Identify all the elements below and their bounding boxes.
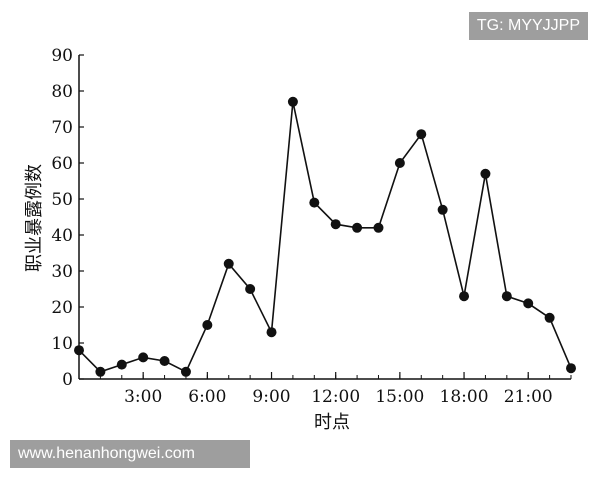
data-point <box>373 222 384 233</box>
data-point <box>287 96 298 107</box>
data-point <box>394 158 405 168</box>
y-tick-label: 90 <box>51 46 73 66</box>
data-point <box>245 284 256 294</box>
data-point <box>95 366 106 377</box>
x-tick-label: 3:00 <box>124 387 162 407</box>
data-point <box>309 197 320 208</box>
data-point <box>138 352 149 363</box>
data-point <box>116 359 127 370</box>
ticks: 0 10 20 30 40 50 60 70 80 90 3:00 6:00 9:00 12:00 15:0… <box>51 46 572 407</box>
watermark-top-right: TG: MYYJJPP <box>468 12 588 40</box>
x-tick-label: 12:00 <box>311 387 360 407</box>
data-point <box>480 168 491 179</box>
x-tick-label: 15:00 <box>375 387 424 407</box>
y-tick-label: 20 <box>51 298 73 318</box>
x-axis-title: 时点 <box>314 412 350 433</box>
watermark-bottom-left: www.henanhongwei.com <box>10 440 250 468</box>
y-tick-label: 50 <box>51 190 73 210</box>
x-tick-label: 21:00 <box>504 387 553 407</box>
data-point <box>330 219 341 230</box>
y-tick-label: 60 <box>51 154 73 174</box>
y-tick-label: 30 <box>51 262 73 282</box>
data-point <box>566 363 576 374</box>
y-tick-label: 80 <box>51 82 73 102</box>
data-point <box>437 204 448 215</box>
data-point <box>202 320 213 330</box>
data-point <box>159 356 170 366</box>
series <box>74 96 576 377</box>
data-point <box>416 129 427 140</box>
data-point <box>523 298 534 309</box>
data-point <box>74 345 84 356</box>
data-point <box>352 222 363 233</box>
y-tick-label: 10 <box>51 334 73 354</box>
y-tick-label: 70 <box>51 118 73 138</box>
data-point <box>266 327 277 338</box>
y-tick-label: 40 <box>51 226 73 246</box>
data-point <box>501 291 512 302</box>
data-point <box>180 366 191 377</box>
data-point <box>459 291 470 302</box>
data-point <box>223 258 234 269</box>
data-point <box>544 312 555 323</box>
x-tick-label: 18:00 <box>440 387 489 407</box>
x-tick-label: 9:00 <box>252 387 290 407</box>
y-tick-label: 0 <box>62 370 73 390</box>
x-tick-label: 6:00 <box>188 387 226 407</box>
axes <box>78 55 571 380</box>
series-line <box>78 101 572 373</box>
y-axis-title: 职业暴露例数 <box>24 164 45 272</box>
